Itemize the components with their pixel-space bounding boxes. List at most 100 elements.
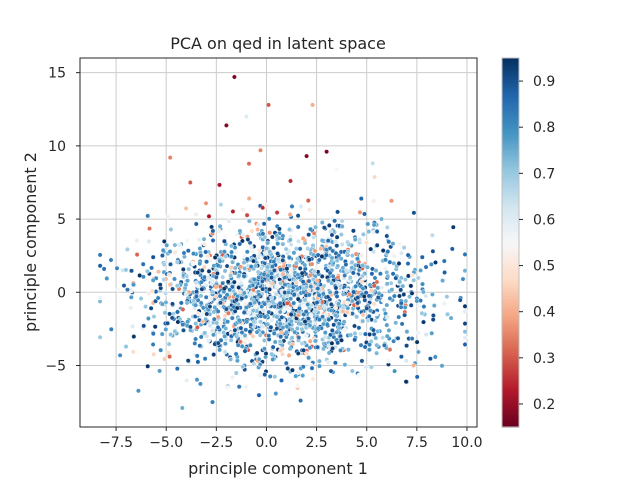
scatter-point <box>266 216 272 222</box>
scatter-point <box>430 317 436 322</box>
scatter-point <box>167 354 173 359</box>
scatter-point <box>204 259 210 265</box>
scatter-point <box>273 291 279 297</box>
scatter-point <box>393 320 399 326</box>
scatter-point <box>152 324 158 330</box>
scatter-point <box>275 256 281 262</box>
scatter-point <box>427 356 433 362</box>
scatter-point <box>315 325 321 331</box>
scatter-point <box>361 293 367 299</box>
scatter-point <box>212 255 218 260</box>
scatter-point <box>420 289 426 295</box>
scatter-point <box>379 285 385 291</box>
scatter-point <box>271 330 277 336</box>
scatter-point <box>300 279 306 285</box>
scatter-point <box>389 198 394 204</box>
scatter-point <box>221 286 227 292</box>
scatter-point <box>462 251 468 257</box>
scatter-point <box>313 224 318 230</box>
scatter-point <box>196 237 202 243</box>
scatter-point <box>462 321 468 326</box>
scatter-point <box>428 261 434 267</box>
scatter-point <box>256 392 262 398</box>
scatter-point <box>181 327 186 333</box>
scatter-point <box>347 275 353 280</box>
scatter-point <box>418 267 423 273</box>
scatter-point <box>293 373 299 379</box>
scatter-point <box>233 370 239 376</box>
scatter-point <box>310 242 316 248</box>
scatter-point <box>155 295 161 301</box>
scatter-point <box>268 324 274 330</box>
scatter-point <box>246 310 252 316</box>
scatter-point <box>238 264 244 270</box>
scatter-point <box>384 333 390 339</box>
scatter-point <box>256 356 262 362</box>
scatter-point <box>308 312 314 318</box>
scatter-point <box>332 218 337 224</box>
scatter-point <box>334 243 340 249</box>
scatter-point <box>121 283 127 288</box>
scatter-point <box>397 293 402 299</box>
scatter-point <box>227 287 233 293</box>
scatter-point <box>384 314 390 320</box>
scatter-point <box>159 253 165 259</box>
scatter-point <box>398 287 404 293</box>
scatter-point <box>260 308 266 314</box>
scatter-point <box>243 384 249 390</box>
scatter-point <box>210 228 216 234</box>
scatter-point <box>215 314 221 320</box>
scatter-point <box>161 277 167 282</box>
scatter-point <box>326 222 332 228</box>
scatter-point <box>128 305 134 311</box>
scatter-point <box>345 347 351 353</box>
scatter-point <box>322 330 328 335</box>
scatter-point <box>367 282 373 288</box>
scatter-point <box>348 332 354 338</box>
scatter-point <box>269 234 275 240</box>
scatter-point <box>148 305 154 311</box>
scatter-point <box>258 313 264 319</box>
scatter-point <box>338 232 344 238</box>
scatter-point <box>185 278 190 284</box>
scatter-point <box>206 338 211 343</box>
scatter-point <box>125 246 130 252</box>
scatter-point <box>306 287 312 293</box>
scatter-point <box>338 256 344 262</box>
scatter-point <box>184 238 190 244</box>
scatter-point <box>380 335 385 341</box>
scatter-point <box>198 279 204 285</box>
scatter-point <box>342 362 348 368</box>
scatter-point <box>213 284 219 290</box>
scatter-point <box>203 249 209 255</box>
scatter-point <box>284 266 290 272</box>
scatter-point <box>448 315 454 321</box>
scatter-point <box>223 253 229 259</box>
scatter-point <box>315 286 321 291</box>
scatter-point <box>386 358 391 364</box>
scatter-point <box>350 270 356 276</box>
scatter-point <box>327 289 333 295</box>
scatter-point <box>439 363 445 369</box>
scatter-point <box>207 304 213 309</box>
scatter-point <box>244 249 250 255</box>
scatter-point <box>384 233 390 239</box>
scatter-point <box>336 301 341 307</box>
scatter-point <box>175 309 180 315</box>
scatter-point <box>134 238 140 243</box>
scatter-point <box>291 292 297 297</box>
scatter-point <box>239 343 245 349</box>
scatter-point <box>131 334 137 339</box>
scatter-point <box>286 352 292 358</box>
scatter-point <box>419 254 425 260</box>
scatter-point <box>403 379 409 385</box>
scatter-point <box>236 384 242 390</box>
scatter-point <box>249 228 255 234</box>
scatter-point <box>398 300 404 306</box>
scatter-point <box>295 296 301 302</box>
scatter-point <box>207 323 213 329</box>
scatter-point <box>330 345 335 351</box>
scatter-point <box>321 225 327 231</box>
scatter-point <box>419 310 425 316</box>
scatter-points <box>97 74 468 411</box>
